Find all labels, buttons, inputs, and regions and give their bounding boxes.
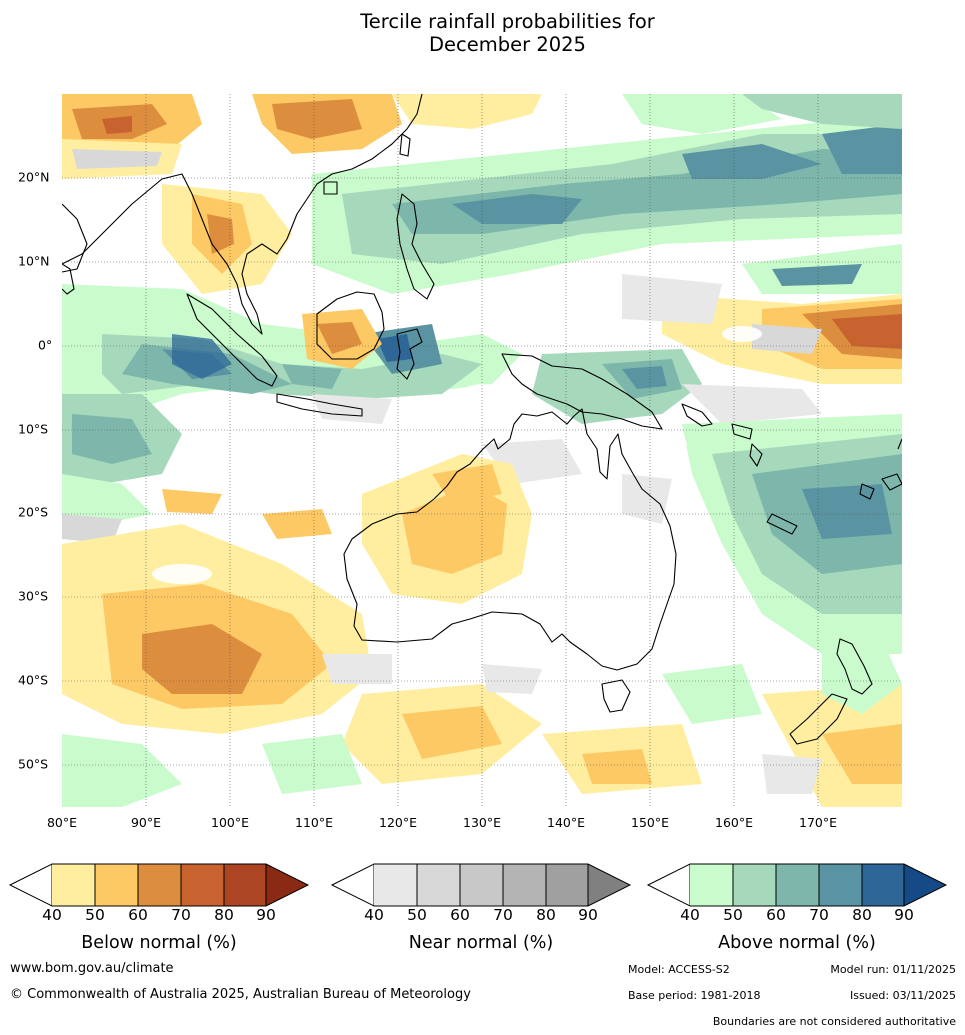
- footer-base-period: Base period: 1981-2018: [628, 989, 761, 1002]
- lat-label-30s: 30°S: [18, 588, 49, 604]
- lon-label-100e: 100°E: [210, 815, 250, 830]
- colorbar-below-normal: [8, 863, 310, 907]
- colorbar-below-swatch-2: [138, 864, 181, 906]
- lon-label-120e: 120°E: [378, 815, 418, 830]
- colorbar-above-swatch-1: [733, 864, 776, 906]
- colorbar-below-swatch-0: [52, 864, 95, 906]
- footer-copyright: © Commonwealth of Australia 2025, Austra…: [10, 987, 471, 1002]
- lat-label-20s: 20°S: [18, 504, 49, 520]
- colorbar-near-swatch-4: [546, 864, 588, 906]
- lon-label-110e: 110°E: [294, 815, 334, 830]
- graticule: [62, 94, 902, 807]
- footer-issued: Issued: 03/11/2025: [849, 989, 956, 1002]
- lon-label-170e: 170°E: [798, 815, 838, 830]
- colorbar-below-swatch-1: [95, 864, 138, 906]
- above-tick-50: 50: [723, 906, 743, 924]
- colorbar-below-label: Below normal (%): [81, 933, 237, 953]
- near-tick-40: 40: [364, 906, 384, 924]
- below-tick-50: 50: [85, 906, 105, 924]
- lon-label-150e: 150°E: [630, 815, 670, 830]
- colorbar-near-normal: [330, 863, 632, 907]
- lat-label-20n: 20°N: [18, 169, 50, 185]
- lat-label-0: 0°: [38, 337, 53, 353]
- above-tick-60: 60: [766, 906, 786, 924]
- colorbar-below-svg: [8, 863, 310, 907]
- footer-disclaimer: Boundaries are not considered authoritat…: [712, 1015, 956, 1028]
- lat-label-50s: 50°S: [18, 756, 49, 772]
- mainland-asia-outline: [62, 94, 423, 335]
- lat-label-10s: 10°S: [18, 421, 49, 437]
- colorbar-above-svg: [646, 863, 948, 907]
- lat-label-10n: 10°N: [18, 253, 50, 269]
- tasmania-outline: [601, 679, 631, 713]
- colorbar-above-label: Above normal (%): [718, 933, 876, 953]
- colorbar-above-swatch-5: [904, 864, 946, 906]
- new-zealand-outline: [836, 638, 873, 695]
- title-line-2: December 2025: [429, 33, 586, 56]
- philippines-outline: [396, 193, 435, 300]
- lon-label-130e: 130°E: [462, 815, 502, 830]
- lon-label-90e: 90°E: [130, 815, 162, 830]
- title-line-1: Tercile rainfall probabilities for: [360, 10, 655, 33]
- borneo-outline: [316, 291, 385, 360]
- new-zealand-south-outline: [789, 693, 848, 745]
- above-tick-80: 80: [852, 906, 872, 924]
- near-tick-80: 80: [536, 906, 556, 924]
- below-tick-90: 90: [256, 906, 276, 924]
- below-tick-60: 60: [128, 906, 148, 924]
- footer-model: Model: ACCESS-S2: [628, 963, 730, 976]
- footer-model-run: Model run: 01/11/2025: [830, 963, 956, 976]
- new-guinea-outline: [501, 353, 663, 430]
- shading-layer: [62, 94, 902, 807]
- colorbar-near-swatch-5: [588, 864, 630, 906]
- colorbar-near-swatch-1: [417, 864, 460, 906]
- above-tick-40: 40: [680, 906, 700, 924]
- probability-map: [61, 93, 903, 808]
- colorbar-below-swatch-4: [224, 864, 266, 906]
- colorbar-near-label: Near normal (%): [408, 933, 554, 953]
- colorbar-below-swatch-5: [266, 864, 308, 906]
- java-outline: [276, 393, 363, 417]
- lon-label-160e: 160°E: [714, 815, 754, 830]
- colorbar-below-swatch-3: [181, 864, 224, 906]
- lon-label-140e: 140°E: [546, 815, 586, 830]
- below-tick-40: 40: [42, 906, 62, 924]
- below-tick-80: 80: [214, 906, 234, 924]
- colorbar-near-swatch-0: [374, 864, 417, 906]
- australia-outline: [343, 408, 677, 671]
- near-tick-90: 90: [578, 906, 598, 924]
- colorbar-above-swatch-2: [776, 864, 819, 906]
- colorbar-near-svg: [330, 863, 632, 907]
- lon-label-80e: 80°E: [46, 815, 78, 830]
- colorbar-above-normal: [646, 863, 948, 907]
- colorbar-near-swatch-3: [503, 864, 546, 906]
- near-tick-60: 60: [450, 906, 470, 924]
- map-svg: [62, 94, 902, 807]
- taiwan-outline: [399, 133, 411, 157]
- footer-website: www.bom.gov.au/climate: [10, 961, 174, 976]
- colorbar-near-swatch-2: [460, 864, 503, 906]
- lat-label-40s: 40°S: [18, 672, 49, 688]
- below-tick-70: 70: [171, 906, 191, 924]
- colorbar-above-swatch-4: [862, 864, 904, 906]
- near-tick-70: 70: [493, 906, 513, 924]
- coastlines: [62, 94, 902, 745]
- india-outline: [62, 203, 88, 273]
- sumatra-outline: [186, 293, 278, 387]
- sulawesi-outline: [396, 328, 423, 380]
- colorbar-above-swatch-0: [690, 864, 733, 906]
- map-title: Tercile rainfall probabilities for Decem…: [0, 10, 965, 56]
- above-tick-90: 90: [894, 906, 914, 924]
- above-tick-70: 70: [809, 906, 829, 924]
- hainan-outline: [323, 181, 338, 195]
- sri-lanka-outline: [62, 263, 75, 295]
- colorbar-above-swatch-3: [819, 864, 862, 906]
- near-tick-50: 50: [407, 906, 427, 924]
